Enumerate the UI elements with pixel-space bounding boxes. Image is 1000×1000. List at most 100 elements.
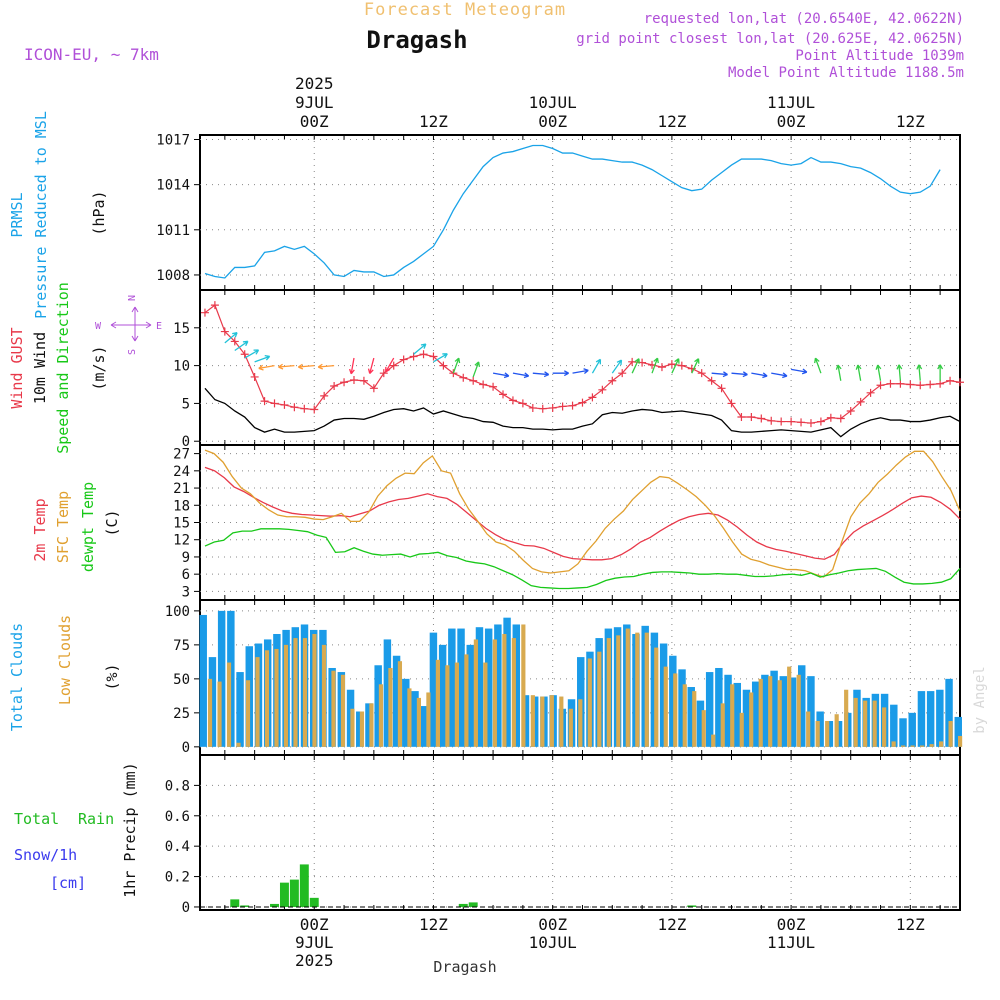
- low-cloud-bar: [872, 700, 877, 747]
- rain-bar: [289, 879, 299, 907]
- temp-labels: 2m Temp SFC Temp dewpt Temp (C): [31, 482, 121, 572]
- gust-marker: [558, 402, 567, 411]
- total-cloud-bar: [236, 672, 244, 747]
- total-cloud-bar: [457, 628, 465, 747]
- gust-marker: [369, 384, 378, 393]
- compass-w: W: [95, 321, 102, 332]
- product-title: Forecast Meteogram: [364, 0, 566, 20]
- wind-label: 10m Wind: [31, 332, 49, 404]
- gust-marker: [916, 381, 925, 390]
- grid-point-coords: grid point closest lon,lat (20.625E, 42.…: [576, 31, 964, 47]
- temp-ytick-label: 9: [182, 550, 190, 566]
- wind-direction-arrow: [572, 368, 589, 375]
- wind-direction-arrow: [244, 349, 260, 359]
- gust-marker: [826, 413, 835, 422]
- temp-ytick-label: 21: [173, 481, 190, 497]
- total-cloud-bar: [825, 721, 834, 747]
- low-clouds-label: Low Clouds: [56, 615, 74, 705]
- low-cloud-bar: [853, 697, 858, 747]
- compass-arrows: [110, 306, 152, 342]
- wind-direction-arrow: [297, 363, 315, 370]
- low-cloud-bar: [426, 692, 431, 747]
- low-cloud-bar: [834, 714, 839, 747]
- low-cloud-bar: [549, 695, 554, 747]
- gust-marker: [240, 350, 249, 359]
- wind-direction-arrow: [771, 372, 788, 379]
- location-title: Dragash: [366, 26, 467, 54]
- pressure-line: [204, 144, 941, 279]
- gust-marker: [508, 396, 517, 405]
- low-cloud-bar: [701, 710, 706, 747]
- wind-panel: 0 5 10 15: [173, 289, 964, 450]
- low-cloud-bar: [606, 638, 611, 747]
- low-cloud-bar: [274, 648, 279, 747]
- gust-marker: [429, 352, 438, 361]
- total-cloud-bar: [429, 632, 438, 747]
- total-cloud-bar: [779, 676, 788, 747]
- low-cloud-bar: [711, 734, 716, 747]
- wind-direction-arrow: [731, 371, 748, 378]
- dewpt-label: dewpt Temp: [79, 482, 97, 572]
- pressure-unit-label: (hPa): [90, 190, 108, 235]
- low-cloud-bar: [331, 670, 336, 747]
- gust-marker: [588, 393, 597, 402]
- low-cloud-bar: [597, 651, 602, 747]
- low-cloud-bar: [720, 703, 725, 747]
- pressure-labels: PRMSL Pressure Reduced to MSL (hPa): [8, 111, 108, 319]
- rain-bar: [458, 903, 468, 907]
- total-cloud-bar: [475, 627, 484, 747]
- top-time-label: 00Z: [538, 112, 567, 131]
- bottom-time-label: 2025: [295, 951, 334, 970]
- gust-marker: [349, 375, 358, 384]
- bottom-time-label: 12Z: [896, 915, 925, 934]
- wind-direction-arrow: [413, 343, 427, 355]
- gust-marker: [568, 401, 577, 410]
- total-cloud-bar: [402, 678, 410, 747]
- wind-direction-arrow: [875, 364, 882, 381]
- temp2m-label: 2m Temp: [31, 498, 49, 561]
- wind-direction-arrow: [433, 353, 448, 363]
- low-cloud-bar: [473, 639, 478, 747]
- clouds-ytick-label: 25: [173, 706, 190, 722]
- wind-direction-arrow: [896, 364, 903, 381]
- low-cloud-bar: [378, 684, 384, 747]
- low-cloud-bar: [464, 654, 469, 747]
- compass-e: E: [156, 321, 162, 332]
- rain-bar: [687, 905, 697, 907]
- wind-direction-arrow: [651, 357, 659, 374]
- top-time-label: 00Z: [777, 112, 806, 131]
- footer-location: Dragash: [433, 958, 496, 976]
- total-cloud-bar: [936, 689, 944, 747]
- low-cloud-bar: [369, 703, 374, 747]
- gust-marker: [866, 388, 875, 397]
- gust-marker: [439, 361, 448, 370]
- low-cloud-bar: [302, 638, 308, 747]
- gust-marker: [340, 378, 349, 387]
- gust-marker: [946, 376, 955, 385]
- total-cloud-bar: [521, 695, 530, 747]
- gust-marker: [200, 308, 209, 317]
- gust-marker: [479, 380, 488, 389]
- wind-direction-arrow: [224, 332, 238, 344]
- low-cloud-bar: [749, 692, 754, 747]
- top-time-label: 2025: [295, 74, 334, 93]
- wind-ytick-label: 15: [173, 321, 190, 337]
- low-cloud-bar: [264, 650, 270, 747]
- low-cloud-bar: [255, 657, 260, 747]
- low-cloud-bar: [521, 624, 526, 747]
- gust-marker: [737, 413, 746, 422]
- total-cloud-bar: [512, 624, 521, 747]
- low-cloud-bar: [948, 721, 953, 747]
- pressure-ytick-label: 1011: [156, 223, 190, 239]
- wind-direction-arrow: [671, 358, 680, 374]
- gust-marker: [797, 418, 806, 427]
- precip-ytick-label: 0.2: [165, 870, 190, 886]
- gust-marker: [260, 397, 269, 406]
- total-cloud-bar: [751, 681, 760, 747]
- gust-marker: [250, 372, 259, 381]
- gust-marker: [886, 379, 895, 388]
- gust-marker: [856, 397, 865, 406]
- wind-direction-arrow: [472, 361, 481, 378]
